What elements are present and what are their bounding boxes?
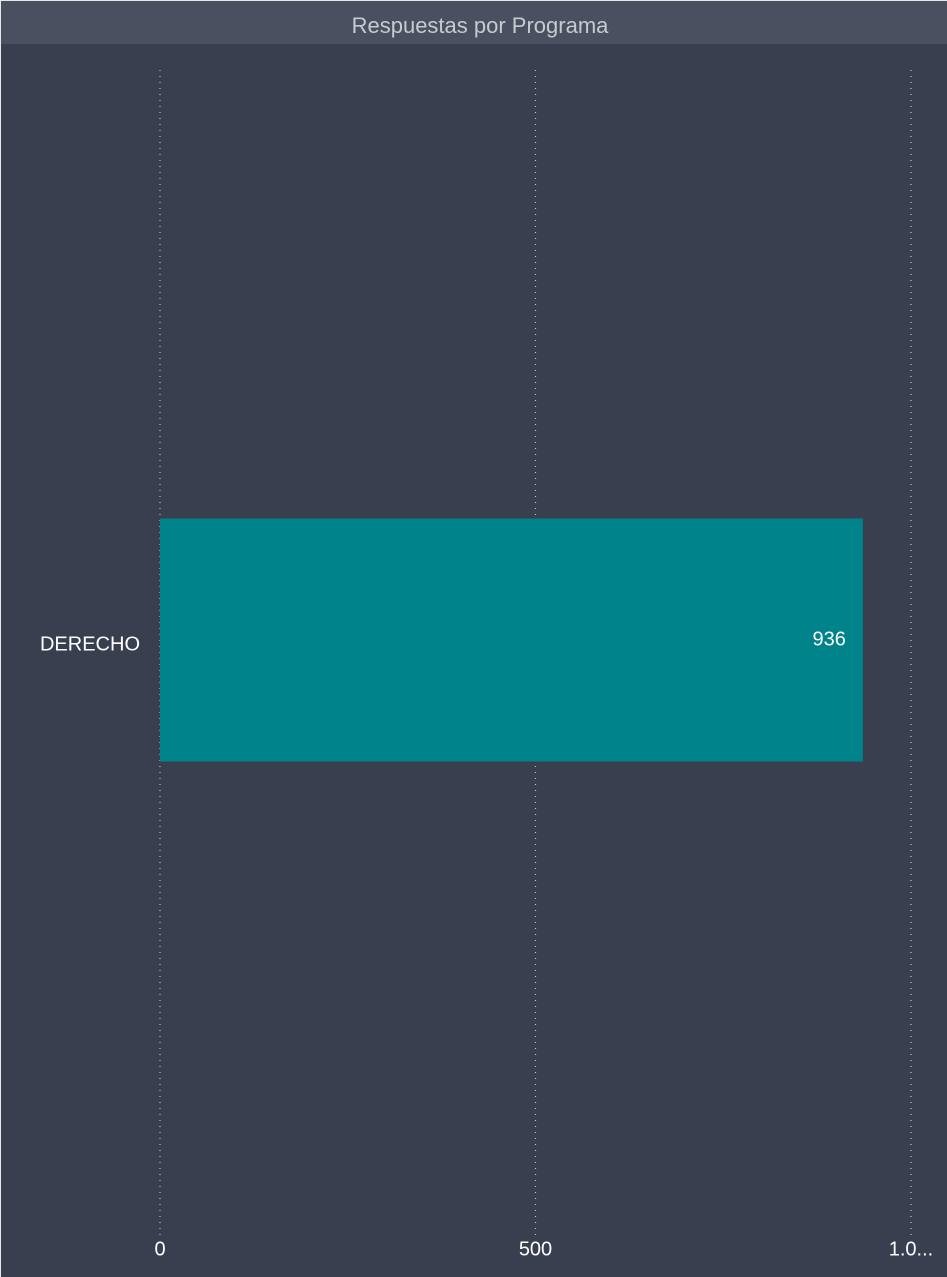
title-bar [0, 0, 947, 44]
x-tick-label: 500 [519, 1238, 552, 1260]
bar [160, 518, 863, 762]
chart-title: Respuestas por Programa [352, 13, 610, 38]
x-tick-label: 1.0... [889, 1238, 933, 1260]
data-label: 936 [813, 628, 846, 650]
y-tick-label: DERECHO [40, 633, 140, 655]
x-tick-label: 0 [154, 1238, 165, 1260]
